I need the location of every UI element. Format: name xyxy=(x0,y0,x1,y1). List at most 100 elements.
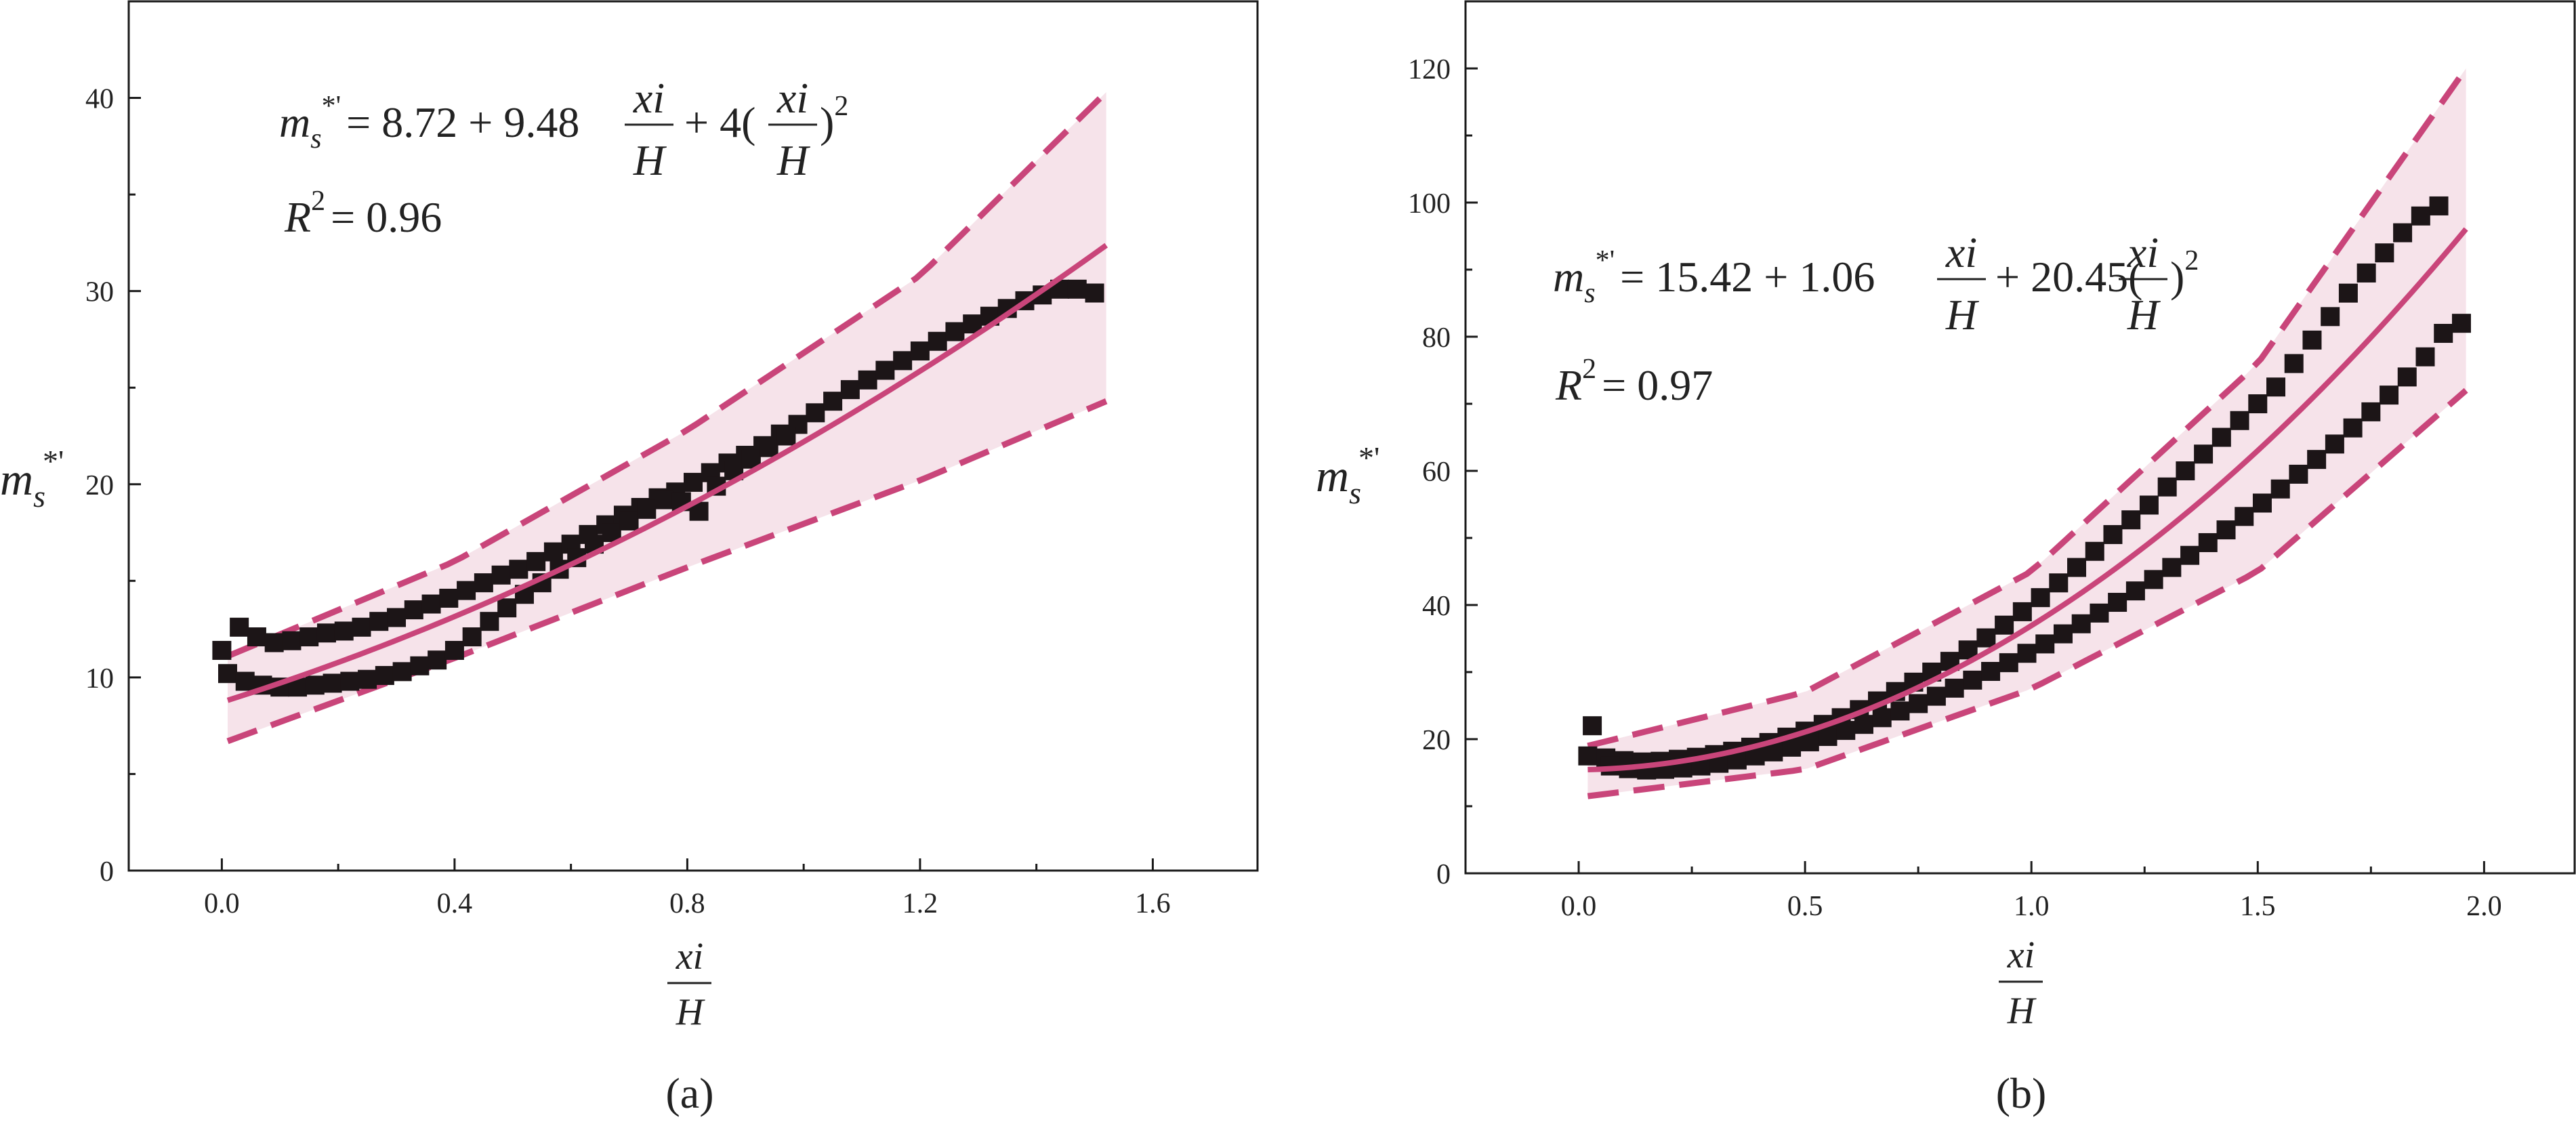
data-point-a-s1 xyxy=(323,673,342,693)
data-point-b-s1 xyxy=(1854,715,1873,734)
data-point-a-s0 xyxy=(875,360,895,380)
data-point-a-s0 xyxy=(1067,279,1087,299)
data-point-b-s0 xyxy=(2049,573,2069,593)
axis-ticks-a: 0.0 0.4 0.8 1.2 1.6 0 10 20 30 40 xyxy=(85,84,1171,919)
data-point-a-s1 xyxy=(235,671,255,691)
data-point-a-s0 xyxy=(928,331,947,351)
data-point-a-s0 xyxy=(526,551,546,571)
data-point-b-s0 xyxy=(2429,196,2449,215)
equation-b-exp: 2 xyxy=(2184,245,2199,276)
r-squared-a-exp: 2 xyxy=(311,186,325,217)
data-point-b-s0 xyxy=(2067,558,2087,577)
y-tick-label-b: 20 xyxy=(1422,725,1451,756)
equation-b-frac1-den: H xyxy=(1945,291,1980,339)
equation-a-frac1-den: H xyxy=(633,136,667,184)
x-axis-title-a-den: H xyxy=(676,991,705,1033)
svg-text:ms*'= 8.72 + 9.48: ms*' = 8.72 + 9.48 xyxy=(279,91,579,154)
equation-b-frac2-den: H xyxy=(2127,291,2161,339)
data-point-a-s1 xyxy=(375,666,394,686)
r-squared-b-exp: 2 xyxy=(1582,354,1596,385)
data-point-b-s1 xyxy=(2090,603,2109,623)
equation-a-exp: 2 xyxy=(834,91,848,122)
svg-text:ms*'= 15.42 + 1.06: ms*' = 15.42 + 1.06 xyxy=(1553,245,1875,309)
data-point-b-s1 xyxy=(2343,418,2363,438)
data-point-a-s0 xyxy=(823,392,843,411)
data-point-b-s0 xyxy=(2411,206,2430,226)
data-point-a-s1 xyxy=(655,490,674,509)
data-point-b-s0 xyxy=(2211,428,2231,447)
y-tick-label-a: 20 xyxy=(85,470,114,501)
equation-a-text2: + 4( xyxy=(684,98,755,146)
x-tick-label-a: 0.8 xyxy=(669,888,705,919)
y-tick-label-a: 10 xyxy=(85,663,114,694)
data-point-a-s0 xyxy=(945,322,965,341)
confidence-band-a xyxy=(226,89,1108,745)
data-point-b-s1 xyxy=(2434,324,2453,343)
data-point-b-s1 xyxy=(1963,670,1982,690)
data-point-b-s1 xyxy=(2415,347,2435,367)
data-point-b-s1 xyxy=(2125,581,2145,601)
data-point-b-s1 xyxy=(2198,533,2218,552)
data-point-b-s1 xyxy=(1890,701,1910,721)
y-tick-label-a: 40 xyxy=(85,84,114,115)
data-point-a-s0 xyxy=(491,565,511,585)
panel-label-b: (b) xyxy=(1996,1069,2047,1117)
equation-a-lhs: m xyxy=(279,98,310,146)
data-point-b-s0 xyxy=(2356,263,2376,283)
data-point-a-s0 xyxy=(509,560,528,579)
data-point-a-s1 xyxy=(305,675,325,695)
y-tick-label-b: 60 xyxy=(1422,457,1451,488)
data-point-b-s1 xyxy=(1926,686,1946,706)
y-axis-title-b-main: m xyxy=(1316,450,1349,501)
equation-a-sup: *' xyxy=(322,91,341,122)
data-point-a-s0 xyxy=(230,617,249,637)
x-tick-label-b: 0.5 xyxy=(1787,891,1823,922)
y-tick-label-b: 120 xyxy=(1408,54,1451,85)
equation-b-frac1-num: xi xyxy=(1945,228,1977,276)
equation-b-sub: s xyxy=(1584,278,1595,309)
data-point-b-s1 xyxy=(2252,493,2272,513)
data-points-a xyxy=(212,279,1104,697)
x-axis-title-b-den: H xyxy=(2007,990,2037,1032)
confidence-band-b xyxy=(1587,66,2469,799)
y-tick-label-b: 0 xyxy=(1436,859,1451,890)
data-point-a-s1 xyxy=(497,598,517,618)
data-point-a-s0 xyxy=(212,640,232,660)
r-squared-a-label: R xyxy=(284,193,311,241)
data-point-a-s0 xyxy=(264,633,284,652)
equation-b-text: = 15.42 + 1.06 xyxy=(1620,253,1875,301)
r-squared-b-label: R xyxy=(1555,361,1582,409)
fit-line-b xyxy=(1587,227,2468,773)
data-point-b-s1 xyxy=(1836,721,1856,741)
equation-a-close: ) xyxy=(820,98,834,146)
y-tick-label-b: 100 xyxy=(1408,188,1451,220)
data-point-b-s1 xyxy=(2325,434,2344,454)
data-point-b-s0 xyxy=(2302,330,2322,350)
data-point-b-s0 xyxy=(2266,377,2286,397)
data-point-a-s1 xyxy=(392,662,412,682)
data-point-a-s1 xyxy=(480,612,499,631)
data-point-a-s0 xyxy=(684,472,703,492)
fit-curve-b xyxy=(1587,227,2468,773)
data-point-b-s1 xyxy=(1800,732,1819,751)
data-point-b-s0 xyxy=(2121,510,2141,530)
data-point-b-s0 xyxy=(2139,495,2159,515)
equation-b-frac2-num: xi xyxy=(2127,228,2159,276)
fit-equation-a: ms*' = 8.72 + 9.48 xi H + 4( xi H )2 xyxy=(279,74,848,184)
y-axis-title-b-sub: s xyxy=(1349,476,1361,510)
equation-b-lhs: m xyxy=(1553,253,1584,301)
y-tick-label-a: 0 xyxy=(100,856,114,888)
equation-a-text: = 8.72 + 9.48 xyxy=(346,98,579,146)
equation-b-text2: + 20.45( xyxy=(1995,253,2142,301)
data-point-a-s0 xyxy=(421,594,441,614)
data-point-b-s1 xyxy=(2108,593,2127,612)
data-point-b-s1 xyxy=(1999,653,2018,673)
svg-text:)2: )2 xyxy=(820,91,848,146)
y-axis-title-a: ms*' xyxy=(0,444,64,514)
equation-a-sub: s xyxy=(310,123,321,154)
equation-a-frac1-num: xi xyxy=(633,74,665,122)
y-tick-label-a: 30 xyxy=(85,277,114,308)
data-point-b-s1 xyxy=(2235,507,2254,526)
data-point-b-s0 xyxy=(2375,243,2394,263)
